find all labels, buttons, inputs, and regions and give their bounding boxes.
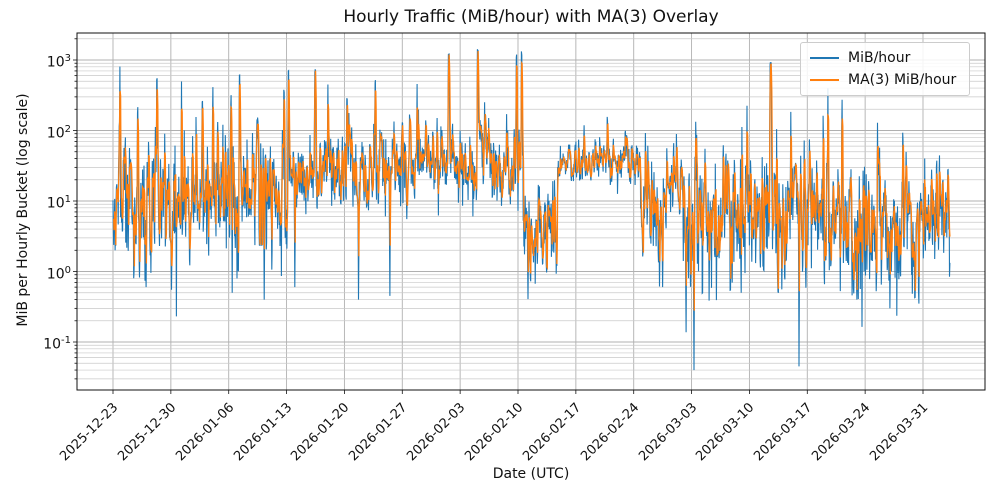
y-tick-label: 100 (46, 264, 71, 283)
legend-label-ma3: MA(3) MiB/hour (848, 72, 957, 88)
series-group (112, 49, 951, 371)
y-tick-label: 10-1 (43, 335, 71, 353)
legend-line-swatch-ma3 (810, 79, 839, 81)
legend-item-ma3: MA(3) MiB/hour (801, 69, 969, 91)
legend: MiB/hour MA(3) MiB/hour (800, 42, 970, 96)
legend-line-swatch-mib (810, 57, 839, 59)
chart-title: Hourly Traffic (MiB/hour) with MA(3) Ove… (343, 7, 719, 27)
legend-label-mib: MiB/hour (848, 50, 911, 66)
y-tick-label: 103 (46, 53, 71, 71)
y-tick-label: 102 (46, 123, 71, 142)
ma3-line (113, 50, 951, 311)
legend-item-mib: MiB/hour (801, 47, 969, 69)
x-axis-label: Date (UTC) (492, 466, 570, 482)
axis-ticks (73, 38, 924, 394)
axes-spines (76, 32, 986, 391)
y-tick-label: 101 (46, 194, 71, 212)
